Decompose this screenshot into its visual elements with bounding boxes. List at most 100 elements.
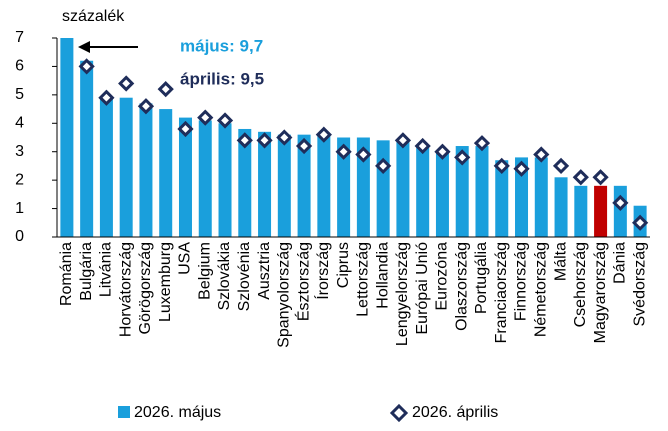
annotation: május: 9,7 [180,36,263,55]
x-tick-label: Svédország [631,242,648,327]
x-tick-label: Észtország [293,242,312,321]
x-tick-label: Ausztria [256,242,273,300]
diamond-marker [98,89,115,106]
y-tick-label: 2 [15,171,24,188]
diamond-marker [493,157,510,175]
bar [534,157,548,237]
diamond-marker [572,169,589,186]
diamond-marker [592,169,609,186]
annotation-arrowhead [78,41,90,53]
x-tick-label: Eurozóna [434,242,451,311]
x-tick-label: Írország [313,242,332,300]
x-tick-label: Románia [58,242,75,306]
x-tick-label: Dánia [612,242,629,284]
y-tick-label: 4 [15,115,24,132]
diamond-marker [295,137,313,155]
diamond-marker [513,160,530,177]
x-tick-label: Szlovákia [216,242,233,311]
x-tick-label: Finnország [513,242,530,321]
diamond-marker [197,109,214,126]
bar [574,185,588,237]
diamond-marker [276,129,293,146]
diamond-marker [454,149,471,166]
x-tick-label: Franciaország [493,242,510,343]
bar [60,38,74,237]
diamond-marker [533,146,550,163]
bar [376,140,390,237]
diamond-marker [355,146,372,163]
diamond-marker [394,132,412,149]
y-tick-label: 3 [15,143,24,160]
x-tick-label: Lengyelország [394,242,411,346]
bar [455,146,469,237]
bar [159,109,173,237]
x-tick-label: Európai Unió [414,242,431,335]
x-tick-label: Spanyolország [276,242,293,348]
diamond-marker [552,157,570,175]
x-tick-label: Ciprus [335,242,352,288]
legend-swatch [118,406,130,418]
diamond-marker [256,132,273,149]
diamond-marker [631,214,649,231]
x-tick-label: Portugália [473,242,490,314]
diamond-marker [157,81,174,98]
legend-label: 2026. május [134,404,221,421]
plot-area [60,38,649,237]
x-tick-label: Csehország [572,242,589,327]
x-tick-label: Németország [533,242,550,337]
unit-label: százalék [62,8,125,25]
x-tick-label: Lettország [355,242,372,317]
x-tick-label: Görögország [137,242,154,335]
bar [238,128,252,237]
legend-label: 2026. április [412,404,498,421]
y-tick-label: 5 [15,86,24,103]
x-tick-label: Málta [552,242,569,281]
bar [178,117,192,237]
diamond-marker [315,126,332,143]
bar [396,140,410,237]
bar [198,120,212,237]
x-tick-label: Olaszország [453,242,470,331]
x-tick-label: Belgium [196,242,213,300]
bar [554,177,568,237]
diamond-marker [375,157,392,175]
diamond-marker [137,98,155,115]
bar [613,185,627,237]
bar [119,97,133,237]
bar [277,134,291,237]
bar [495,160,509,237]
x-tick-label: Magyarország [592,242,609,343]
diamond-marker [236,132,253,149]
bar [80,60,94,237]
bar [337,137,351,237]
bar [416,146,430,237]
x-tick-label: Luxemburg [157,242,174,322]
diamond-marker [434,143,451,160]
diamond-marker [118,75,135,92]
x-tick-label: Litvánia [98,242,115,297]
x-tick-label: Szlovénia [236,242,253,311]
bar [218,123,232,237]
x-tick-label: Bulgária [78,242,95,301]
bar [297,134,311,237]
bar [435,151,449,237]
bar [515,157,529,237]
legend-swatch [389,403,409,423]
diamond-marker [414,137,431,155]
diamond-marker [177,120,194,138]
diamond-marker [473,135,491,152]
x-tick-label: Horvátország [117,242,134,337]
x-tick-label: USA [177,242,194,275]
diamond-marker [335,143,352,160]
bar [356,137,370,237]
diamond-marker [216,112,234,129]
bar [99,97,113,237]
y-tick-label: 6 [15,58,24,75]
y-tick-label: 1 [15,200,24,217]
y-tick-label: 7 [15,29,24,46]
bar [475,146,489,237]
bar [594,185,608,237]
annotation: április: 9,5 [180,69,264,88]
bar [139,103,153,237]
